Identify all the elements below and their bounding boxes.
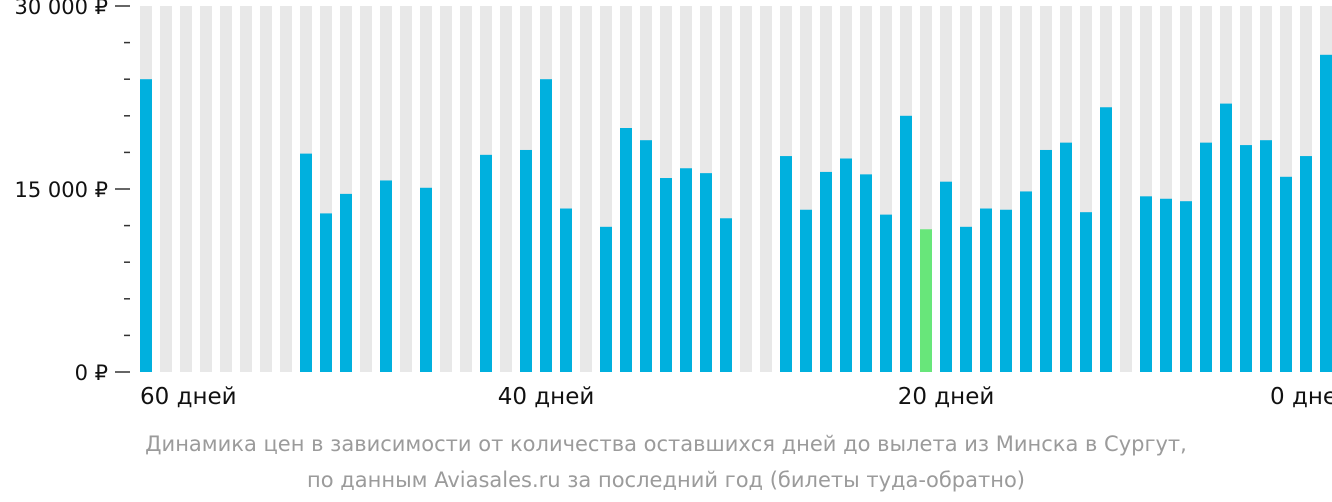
bar[interactable]	[1060, 142, 1072, 372]
bar-slot	[200, 6, 212, 372]
bar-slot	[400, 6, 412, 372]
bar-slot	[760, 6, 772, 372]
bar[interactable]	[300, 153, 312, 372]
bar-slot	[440, 6, 452, 372]
bar[interactable]	[640, 140, 652, 372]
bar[interactable]	[880, 214, 892, 372]
bar-slot	[240, 6, 252, 372]
bar[interactable]	[820, 171, 832, 372]
bar[interactable]	[700, 173, 712, 372]
bar[interactable]	[840, 158, 852, 373]
bar[interactable]	[1300, 156, 1312, 372]
chart-caption-line-1: Динамика цен в зависимости от количества…	[145, 432, 1187, 456]
bar[interactable]	[860, 174, 872, 372]
bar[interactable]	[960, 226, 972, 372]
bar[interactable]	[1100, 107, 1112, 372]
bar[interactable]	[320, 213, 332, 372]
bar-slot	[160, 6, 172, 372]
bar-slot	[740, 6, 752, 372]
x-tick-label: 60 дней	[140, 384, 237, 410]
bar-slot	[500, 6, 512, 372]
chart-caption-line-2: по данным Aviasales.ru за последний год …	[307, 468, 1025, 492]
bar[interactable]	[620, 128, 632, 372]
bar[interactable]	[1200, 142, 1212, 372]
price-bars	[140, 54, 1332, 373]
bar[interactable]	[1320, 54, 1332, 373]
bar[interactable]	[900, 115, 912, 373]
bar[interactable]	[1260, 140, 1272, 372]
bar[interactable]	[1040, 149, 1052, 372]
bar-slot	[580, 6, 592, 372]
bar[interactable]	[940, 181, 952, 372]
bar[interactable]	[1000, 209, 1012, 372]
bar[interactable]	[340, 193, 352, 372]
bar[interactable]	[680, 168, 692, 372]
price-chart: 0 ₽ 15 000 ₽ 30 000 ₽ 60 дней 40 дней 20 дне…	[14, 0, 1332, 410]
bar[interactable]	[1140, 196, 1152, 372]
bar-slot	[180, 6, 192, 372]
bar-slot	[280, 6, 292, 372]
bar-slot	[1120, 6, 1132, 372]
bar-slot	[360, 6, 372, 372]
bar[interactable]	[1220, 103, 1232, 372]
bar[interactable]	[1240, 145, 1252, 372]
bar[interactable]	[540, 79, 552, 372]
bar[interactable]	[980, 208, 992, 372]
bar[interactable]	[520, 149, 532, 372]
x-axis: 60 дней 40 дней 20 дней 0 дней	[140, 384, 1332, 410]
bar[interactable]	[480, 154, 492, 372]
bar-slot	[220, 6, 232, 372]
x-tick-label: 20 дней	[898, 384, 995, 410]
y-tick-label: 30 000 ₽	[14, 0, 108, 19]
bar[interactable]	[600, 226, 612, 372]
y-tick-label: 15 000 ₽	[14, 178, 108, 202]
bar[interactable]	[660, 178, 672, 372]
bar-lowest-price[interactable]	[920, 229, 932, 372]
bar[interactable]	[420, 187, 432, 372]
bar[interactable]	[1180, 201, 1192, 372]
bar[interactable]	[140, 79, 152, 372]
bar[interactable]	[1280, 176, 1292, 372]
y-tick-label: 0 ₽	[75, 361, 108, 385]
bar-slot	[460, 6, 472, 372]
bar[interactable]	[1020, 191, 1032, 372]
bar[interactable]	[1160, 198, 1172, 372]
bar[interactable]	[380, 180, 392, 372]
bar[interactable]	[800, 209, 812, 372]
bar-slots	[140, 6, 1332, 372]
bar-slot	[260, 6, 272, 372]
bar[interactable]	[780, 156, 792, 372]
x-tick-label: 40 дней	[498, 384, 595, 410]
bar[interactable]	[560, 208, 572, 372]
y-axis: 0 ₽ 15 000 ₽ 30 000 ₽	[14, 0, 130, 385]
bar[interactable]	[720, 218, 732, 372]
x-tick-label: 0 дней	[1270, 384, 1332, 410]
bar[interactable]	[1080, 212, 1092, 372]
